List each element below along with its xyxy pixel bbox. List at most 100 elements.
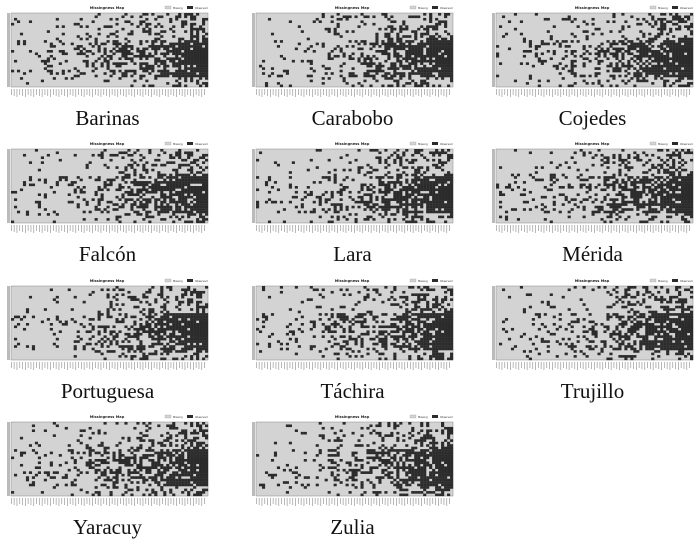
observed-cell [627,40,631,43]
observed-cell [199,74,203,78]
observed-cell [609,64,613,68]
observed-cell [684,84,688,88]
observed-cell [166,186,170,189]
observed-cell [187,345,191,348]
observed-cell [561,17,565,21]
observed-cell [28,50,33,53]
observed-cell [585,37,589,41]
observed-cell [139,153,143,157]
x-tick-label [613,225,615,231]
x-tick-label [69,89,71,95]
observed-cell [441,215,445,219]
observed-cell [160,347,164,351]
observed-cell [97,203,101,206]
observed-cell [417,171,421,174]
legend-observed-label: Observed [680,142,693,146]
observed-cell [100,195,104,199]
observed-cell [178,218,182,221]
observed-cell [97,350,101,353]
observed-cell [309,67,313,70]
observed-cell [136,188,140,192]
x-tick-label [317,89,319,96]
observed-cell [142,54,146,58]
observed-cell [543,17,547,21]
observed-cell [139,54,143,58]
observed-cell [199,25,203,28]
x-tick-label [552,89,553,97]
observed-cell [309,210,313,214]
observed-cell [675,176,679,179]
observed-cell [342,168,346,172]
observed-cell [648,69,652,73]
observed-cell [552,42,556,46]
observed-cell [154,330,158,334]
observed-cell [669,210,673,214]
observed-cell [187,54,191,58]
observed-cell [205,47,209,51]
observed-cell [85,200,89,204]
x-tick-label [86,89,88,95]
observed-cell [522,37,526,41]
observed-cell [423,32,427,36]
observed-cell [342,215,346,219]
observed-cell [148,72,152,75]
observed-cell [181,52,185,56]
observed-cell [169,57,173,61]
observed-cell [690,82,694,85]
observed-cell [360,342,364,346]
x-tick-label [669,89,671,97]
observed-cell [175,337,179,341]
legend-missing-label: Missing [418,6,428,10]
observed-cell [576,176,580,179]
observed-cell [133,168,137,172]
observed-cell [202,186,206,189]
observed-cell [429,208,433,211]
observed-cell [369,69,373,73]
observed-cell [651,67,655,70]
observed-cell [444,220,448,224]
observed-cell [172,186,176,189]
observed-cell [615,205,619,209]
observed-cell [157,69,161,73]
x-tick-label [432,89,434,95]
observed-cell [690,158,694,162]
observed-cell [636,77,640,80]
x-tick-label [317,225,319,232]
observed-cell [273,181,278,184]
x-tick-label [524,89,525,96]
observed-cell [690,25,694,28]
legend-observed-swatch [187,142,193,145]
observed-cell [342,313,346,316]
observed-cell [402,74,406,78]
observed-cell [660,64,664,68]
observed-cell [154,352,158,356]
observed-cell [414,47,418,51]
observed-cell [85,64,89,68]
observed-cell [654,215,658,219]
observed-cell [624,186,628,189]
observed-cell [357,82,361,85]
observed-cell [70,200,74,204]
observed-cell [157,320,161,324]
observed-cell [441,161,445,164]
observed-cell [288,337,292,341]
x-tick-label [11,225,12,231]
observed-cell [648,210,652,214]
observed-cell [199,198,203,201]
observed-cell [282,69,286,73]
observed-cell [294,186,298,189]
observed-cell [202,308,206,311]
observed-cell [130,84,134,88]
observed-cell [139,340,143,343]
observed-cell [181,342,185,346]
observed-cell [339,17,343,21]
observed-cell [684,64,688,68]
observed-cell [414,64,418,68]
observed-cell [432,181,436,184]
observed-cell [187,205,191,209]
observed-cell [417,54,421,58]
observed-cell [378,352,382,356]
observed-cell [687,151,691,155]
observed-cell [133,315,137,319]
x-tick-label [577,225,578,233]
